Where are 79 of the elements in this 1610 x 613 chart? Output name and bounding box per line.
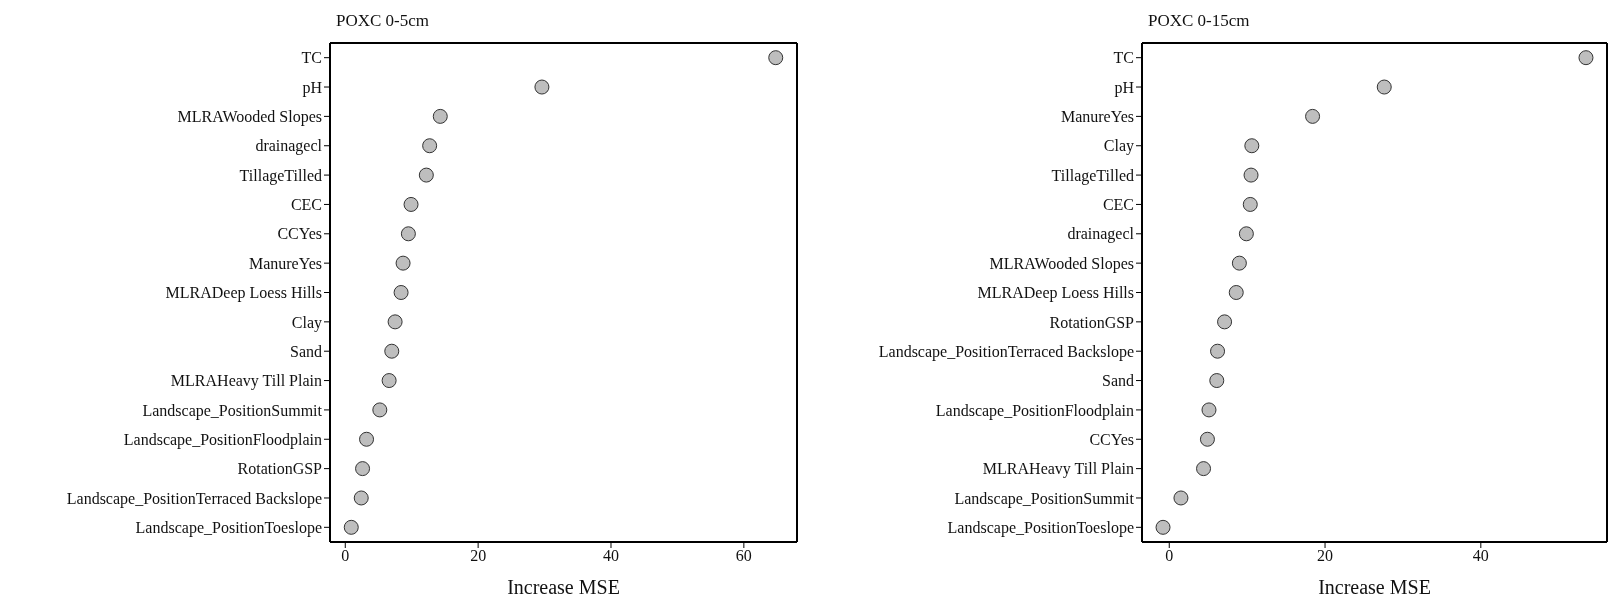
point (393, 285, 409, 300)
y-tick-label: CEC (290, 196, 322, 214)
point (372, 402, 388, 418)
y-tick-label: TillageTilled (239, 166, 322, 185)
y-tick-label: Sand (1102, 372, 1134, 390)
point (384, 343, 400, 359)
y-tick-label: MLRAHeavy Till Plain (170, 372, 322, 391)
point (1155, 519, 1171, 535)
y-tick-label: MLRADeep Loess Hills (977, 284, 1134, 303)
point (1173, 490, 1189, 506)
point (387, 314, 403, 330)
y-tick-label: ManureYes (1060, 108, 1134, 126)
point (422, 138, 438, 154)
y-tick-label: Landscape_PositionFloodplain (123, 430, 322, 449)
point (1243, 167, 1259, 183)
chart-title: POXC 0-15cm (1148, 10, 1251, 32)
point (353, 490, 369, 506)
y-tick-label: Landscape_PositionToeslope (135, 519, 322, 537)
x-tick-label: 0 (1165, 547, 1174, 565)
x-tick-label: 60 (735, 547, 752, 565)
y-tick-label: Sand (290, 342, 322, 360)
y-tick-label: Landscape_PositionSummit (954, 489, 1135, 508)
point (1196, 461, 1212, 477)
point (1244, 138, 1260, 154)
y-tick-label: TC (301, 49, 322, 67)
point (768, 50, 784, 66)
y-tick-label: CCYes (1089, 430, 1134, 448)
point (403, 196, 419, 212)
point (355, 461, 371, 477)
point (395, 255, 411, 271)
point (1228, 285, 1244, 300)
x-tick-label: 20 (1317, 547, 1334, 565)
point (1217, 314, 1233, 330)
y-tick-label: RotationGSP (237, 460, 323, 478)
point (1199, 431, 1215, 447)
y-tick-label: CCYes (277, 225, 322, 243)
y-tick-label: MLRAHeavy Till Plain (982, 460, 1134, 479)
x-tick-label: 0 (341, 547, 350, 565)
point (1578, 50, 1594, 66)
point (1238, 226, 1254, 242)
x-tick-label: 40 (603, 547, 619, 565)
point (418, 167, 434, 183)
y-tick-label: Clay (1103, 137, 1134, 156)
y-tick-label: TC (1113, 49, 1134, 67)
point (1209, 373, 1225, 389)
y-tick-label: Clay (291, 313, 322, 332)
x-tick-label: 40 (1472, 547, 1489, 565)
y-tick-label: Landscape_PositionTerraced Backslope (878, 342, 1134, 361)
x-axis-title: Increase MSE (507, 576, 620, 598)
point (1242, 196, 1258, 212)
y-tick-label: MLRAWooded Slopes (989, 254, 1134, 273)
y-tick-label: Landscape_PositionFloodplain (935, 401, 1134, 420)
y-tick-label: MLRAWooded Slopes (177, 108, 322, 127)
y-tick-label: drainagecl (1067, 225, 1135, 244)
x-axis-title: Increase MSE (1318, 576, 1431, 598)
point (432, 108, 448, 124)
point (381, 373, 397, 389)
point (1376, 79, 1392, 95)
y-tick-label: Landscape_PositionSummit (142, 401, 323, 420)
point (534, 79, 550, 95)
point (359, 431, 375, 447)
point (1210, 343, 1226, 359)
point (1305, 108, 1321, 124)
y-tick-label: Landscape_PositionTerraced Backslope (66, 489, 322, 508)
y-tick-label: drainagecl (255, 137, 323, 156)
chart-title: POXC 0-5cm (336, 10, 431, 32)
y-tick-label: Landscape_PositionToeslope (947, 519, 1134, 537)
y-tick-label: TillageTilled (1051, 166, 1134, 185)
y-tick-label: ManureYes (248, 254, 322, 272)
point (1201, 402, 1217, 418)
y-tick-label: RotationGSP (1049, 313, 1135, 331)
y-tick-label: MLRADeep Loess Hills (165, 284, 322, 303)
y-tick-label: pH (1114, 78, 1135, 97)
y-tick-label: CEC (1102, 196, 1134, 214)
point (400, 226, 416, 242)
point (1231, 255, 1247, 271)
y-tick-label: pH (302, 78, 323, 97)
point (343, 519, 359, 535)
x-tick-label: 20 (470, 547, 487, 565)
